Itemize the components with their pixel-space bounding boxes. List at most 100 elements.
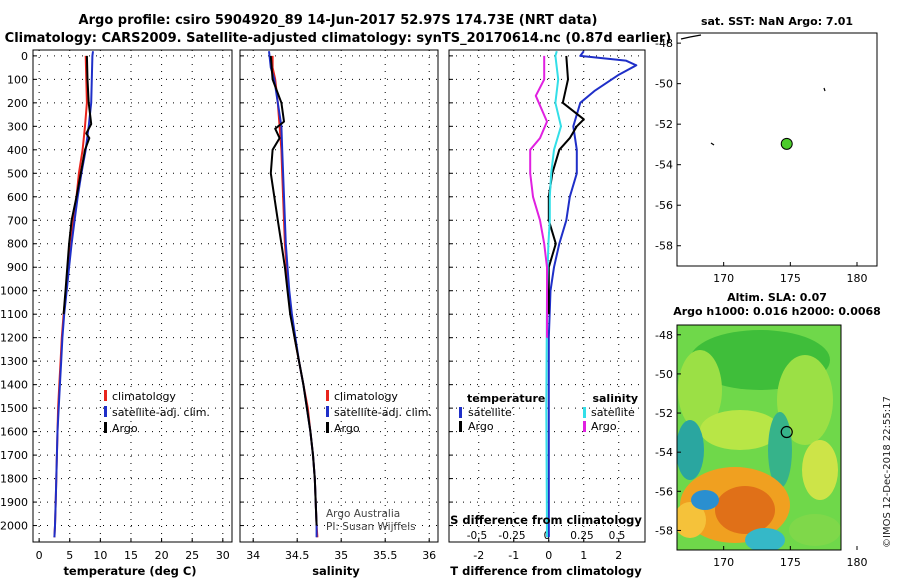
sla-field-blob	[700, 410, 780, 450]
satellite-adj-clim--line	[53, 51, 94, 538]
map-y-tick-label: -58	[655, 524, 673, 537]
x-tick-label: 2	[615, 549, 622, 562]
legend-swatch-temp-satellite	[459, 407, 462, 418]
x-tick-label: 34	[246, 549, 260, 562]
depth-tick-label: 1700	[0, 449, 28, 462]
temperature-series	[53, 51, 94, 538]
x-tick-label: 5	[66, 549, 73, 562]
sst-map-axes: 170 175 180 -48 -50 -52 -54 -56 -58	[655, 37, 867, 285]
legend-label-sal-argo: Argo	[591, 420, 617, 433]
map-y-tick-label: -56	[655, 485, 673, 498]
legend-swatch-climatology	[104, 390, 107, 401]
depth-tick-labels: 0 100 200 300 400 500 600 700 800 900 1000 1100 1200…	[0, 50, 28, 533]
sst-map-frame	[676, 32, 878, 267]
legend-label-climatology: climatology	[334, 390, 398, 403]
legend-label-argo: Argo	[334, 422, 360, 435]
difference-x-tick-labels: -2 -1 0 1 2	[473, 549, 622, 562]
sst-map-title: sat. SST: NaN Argo: 7.01	[701, 15, 853, 28]
figure-title-line2: Climatology: CARS2009. Satellite-adjuste…	[5, 31, 672, 46]
depth-tick-label: 1600	[0, 426, 28, 439]
credit-note-1: Argo Australia	[326, 508, 400, 520]
map-y-tick-label: -50	[655, 368, 673, 381]
salinity-difference-tick-label: 0.5	[609, 530, 626, 542]
temperature-satellite-line	[547, 50, 638, 538]
depth-tick-label: 700	[7, 214, 28, 227]
sst-map-panel: sat. SST: NaN Argo: 7.01 170 175 180 -48 -50…	[655, 15, 878, 285]
depth-tick-label: 1200	[0, 332, 28, 345]
salinity-legend: climatology satellite-adj. clim. Argo	[326, 390, 432, 435]
x-tick-label: 15	[124, 549, 138, 562]
argo-line	[62, 55, 93, 315]
map-y-tick-label: -54	[655, 446, 673, 459]
map-y-tick-label: -58	[655, 240, 673, 253]
depth-tick-label: 800	[7, 238, 28, 251]
temperature-panel: 0100200300400500600700800900100011001200…	[0, 49, 233, 578]
legend-swatch-satellite	[326, 406, 329, 417]
x-tick-label: 35.5	[373, 549, 398, 562]
salinity-plot-frame	[239, 49, 439, 543]
salinity-grid	[240, 50, 438, 542]
map-y-tick-label: -48	[655, 329, 673, 342]
legend-label-satellite: satellite-adj. clim.	[112, 406, 210, 419]
legend-label-temp-argo: Argo	[468, 420, 494, 433]
legend-swatch-argo	[104, 422, 107, 433]
depth-tick-label: 1300	[0, 355, 28, 368]
coastline-fragment	[710, 142, 715, 146]
legend-heading-temperature: temperature	[467, 392, 545, 405]
sla-map-title-line2: Argo h1000: 0.016 h2000: 0.0068	[673, 305, 881, 318]
difference-legend: temperature satellite Argo salinity sate…	[459, 392, 638, 433]
depth-tick-label: 1800	[0, 473, 28, 486]
sla-map-frame	[676, 324, 842, 551]
depth-tick-label: 1900	[0, 496, 28, 509]
sla-field-blob	[715, 486, 775, 534]
salinity-panel: 34 34.5 35 35.5 36 salinity climatology sate…	[239, 49, 439, 578]
salinity-series	[268, 51, 319, 538]
depth-tick-label: 200	[7, 97, 28, 110]
map-y-tick-label: -54	[655, 159, 673, 172]
salinity-difference-axis-label: S difference from climatology	[450, 513, 642, 527]
temperature-grid	[33, 50, 232, 542]
map-x-tick-label: 170	[713, 272, 734, 285]
depth-tick-label: 300	[7, 120, 28, 133]
sla-field-blob	[768, 412, 792, 488]
salinity-argo-line	[529, 55, 548, 338]
x-tick-label: 0	[36, 549, 43, 562]
coastline-fragment	[680, 34, 702, 40]
depth-tick-label: 1400	[0, 379, 28, 392]
credit-note-2: PI: Susan Wijffels	[326, 521, 416, 533]
temperature-axis-label: temperature (deg C)	[63, 564, 196, 578]
map-x-tick-label: 175	[780, 556, 801, 569]
depth-tick-label: 2000	[0, 520, 28, 533]
depth-tick-label: 1000	[0, 285, 28, 298]
depth-tick-label: 0	[21, 50, 28, 63]
temperature-plot-frame	[32, 49, 233, 543]
sla-map-title-line1: Altim. SLA: 0.07	[727, 291, 827, 304]
sla-field-blob	[802, 440, 838, 500]
x-tick-label: 35	[334, 549, 348, 562]
legend-swatch-temp-argo	[459, 421, 462, 432]
map-y-tick-label: -52	[655, 407, 673, 420]
sla-map-panel: Altim. SLA: 0.07 Argo h1000: 0.016 h2000…	[655, 291, 881, 569]
difference-panel: -2 -1 0 1 2 -0.5 -0.25 0 0.25 0.5 T difference f…	[448, 49, 646, 578]
map-y-tick-label: -52	[655, 118, 673, 131]
legend-swatch-satellite	[104, 406, 107, 417]
depth-tick-label: 600	[7, 191, 28, 204]
temperature-argo-line	[547, 55, 585, 315]
map-y-tick-label: -48	[655, 37, 673, 50]
legend-swatch-sal-argo	[583, 421, 586, 432]
legend-swatch-sal-satellite	[583, 407, 586, 418]
depth-tick-label: 400	[7, 144, 28, 157]
legend-heading-salinity: salinity	[592, 392, 638, 405]
temperature-legend: climatology satellite-adj. clim. Argo	[104, 390, 210, 435]
x-tick-label: 34.5	[285, 549, 310, 562]
salinity-difference-tick-label: -0.5	[467, 530, 488, 542]
temperature-x-tick-labels: 0 5 10 15 20 25 30	[36, 549, 230, 562]
map-x-tick-label: 175	[780, 272, 801, 285]
x-tick-label: 25	[185, 549, 199, 562]
legend-swatch-climatology	[326, 390, 329, 401]
map-y-tick-label: -56	[655, 199, 673, 212]
x-tick-label: 0	[545, 549, 552, 562]
imos-watermark: ©IMOS 12-Dec-2018 22:55:17	[882, 396, 893, 548]
x-tick-label: 30	[216, 549, 230, 562]
legend-label-argo: Argo	[112, 422, 138, 435]
